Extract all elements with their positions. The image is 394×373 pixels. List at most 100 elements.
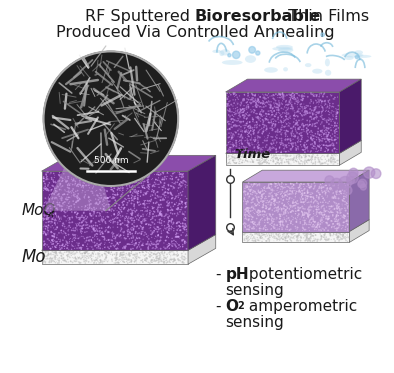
Point (318, 218, 324, 224)
Point (344, 190, 350, 196)
Point (153, 256, 159, 261)
Point (273, 230, 279, 236)
Point (45, 206, 51, 212)
Point (176, 234, 182, 240)
Point (262, 127, 268, 133)
Point (300, 142, 307, 148)
Point (181, 217, 187, 223)
Point (86, 253, 92, 258)
Point (261, 112, 267, 118)
Point (174, 252, 180, 258)
Point (130, 223, 137, 229)
Point (168, 225, 174, 231)
Point (246, 125, 252, 131)
Point (323, 145, 329, 151)
Point (252, 135, 258, 141)
Point (156, 201, 162, 207)
Point (313, 224, 320, 230)
Point (48, 219, 54, 225)
Point (250, 238, 256, 244)
Point (303, 108, 309, 114)
Point (256, 238, 263, 244)
Point (178, 192, 185, 198)
Point (246, 193, 253, 199)
Point (289, 95, 296, 101)
Point (330, 207, 336, 213)
Point (101, 191, 107, 197)
Point (174, 248, 180, 254)
Point (51, 191, 57, 197)
Point (264, 215, 270, 221)
Point (238, 133, 244, 139)
Point (159, 249, 165, 255)
Point (89, 206, 96, 212)
Point (259, 157, 266, 163)
Point (172, 195, 178, 201)
Point (261, 225, 267, 231)
Point (250, 199, 256, 205)
Point (323, 234, 329, 240)
Point (277, 232, 284, 238)
Point (299, 127, 305, 133)
Point (279, 91, 286, 97)
Point (93, 173, 100, 179)
Point (269, 93, 275, 99)
Point (342, 202, 348, 208)
Point (43, 177, 49, 183)
Point (48, 211, 54, 217)
Point (246, 123, 253, 129)
Point (69, 179, 75, 185)
Point (295, 145, 301, 151)
Point (171, 251, 177, 257)
Point (243, 226, 250, 232)
Point (325, 148, 331, 154)
Point (319, 234, 325, 240)
Point (301, 212, 307, 218)
Point (283, 128, 290, 134)
Point (268, 103, 274, 109)
Point (149, 242, 155, 248)
Point (246, 222, 253, 228)
Point (328, 154, 334, 160)
Point (327, 125, 334, 131)
Point (306, 157, 312, 163)
Point (100, 198, 106, 204)
Point (291, 182, 297, 188)
Point (245, 195, 251, 201)
Point (279, 153, 285, 159)
Point (91, 183, 97, 189)
Point (302, 112, 308, 117)
Point (257, 149, 263, 155)
Point (256, 112, 262, 117)
Point (282, 144, 288, 150)
Point (338, 188, 344, 194)
Point (309, 91, 316, 97)
Point (268, 222, 275, 228)
Point (48, 209, 54, 214)
Point (249, 185, 255, 191)
Point (55, 256, 61, 262)
Point (288, 145, 294, 151)
Point (269, 145, 275, 151)
Point (305, 213, 311, 219)
Point (270, 224, 277, 230)
Point (279, 186, 285, 192)
Point (84, 256, 90, 262)
Point (134, 190, 140, 196)
Point (170, 259, 177, 265)
Point (65, 213, 71, 219)
Point (309, 204, 315, 210)
Point (65, 226, 72, 232)
Point (283, 153, 289, 159)
Point (318, 233, 325, 239)
Point (336, 188, 343, 194)
Point (308, 114, 314, 120)
Point (110, 242, 116, 248)
Point (282, 123, 288, 129)
Point (245, 97, 252, 103)
Point (344, 201, 350, 207)
Point (273, 104, 280, 110)
Point (258, 235, 264, 241)
Point (284, 238, 291, 244)
Point (285, 210, 292, 216)
